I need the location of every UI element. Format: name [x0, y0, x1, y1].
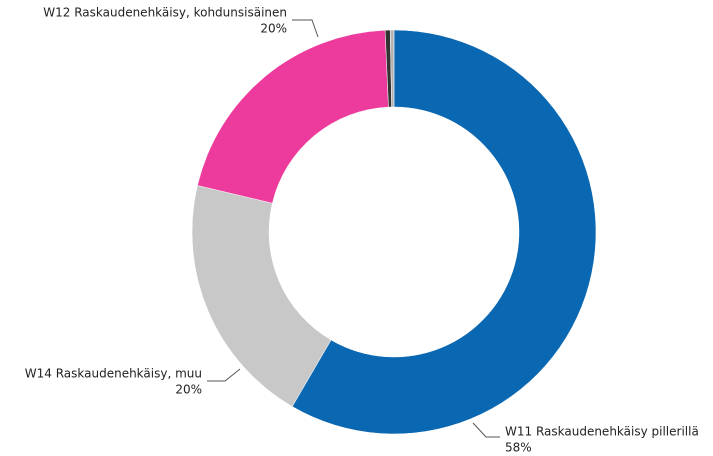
slice-value-label: 20%	[260, 22, 287, 36]
donut-slice	[197, 29, 389, 204]
slice-label: W11 Raskaudenehkäisy pillerillä	[505, 425, 699, 439]
slice-value-label: 58%	[505, 441, 532, 455]
slice-label: W14 Raskaudenehkäisy, muu	[25, 367, 202, 381]
slice-value-label: 20%	[175, 383, 202, 397]
donut-slice	[291, 29, 597, 435]
leader-line	[207, 368, 241, 382]
donut-slice	[389, 29, 395, 108]
slice-label: W12 Raskaudenehkäisy, kohdunsisäinen	[43, 6, 287, 20]
leader-line	[472, 422, 500, 438]
donut-slice	[191, 185, 332, 407]
leader-line	[292, 19, 319, 38]
